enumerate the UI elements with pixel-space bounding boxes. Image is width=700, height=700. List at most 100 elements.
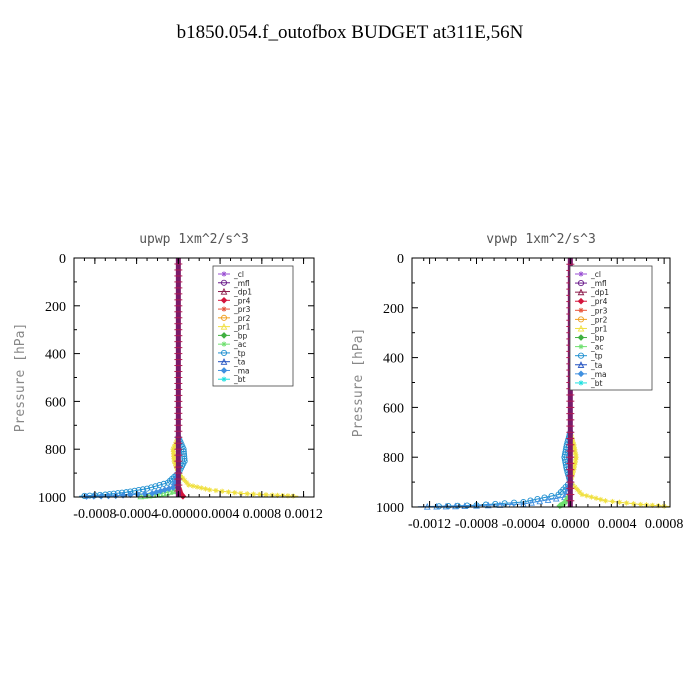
legend-marker [220,287,228,295]
series-marker [148,484,155,491]
legend-marker [220,332,228,339]
series-marker [473,501,480,509]
series-marker [609,498,616,505]
series-marker [573,452,579,458]
series-line-ma [79,258,179,498]
series-marker [202,486,209,492]
legend-label: _dp1 [233,288,252,297]
series-marker [186,482,192,488]
series-marker [572,484,578,490]
x-tick-label: -0.0008 [73,507,116,522]
legend-label: _ac [590,343,603,352]
series-marker [219,488,225,494]
legend-label: _mfl [590,279,607,288]
legend-label: _mfl [233,279,250,288]
series-marker [232,490,238,496]
series-marker [573,454,579,460]
series-marker [250,491,257,497]
x-tick-label: 0.0008 [645,517,684,532]
legend-marker [577,361,585,368]
series-marker [452,502,459,510]
series-marker [574,486,580,493]
legend-marker [221,306,227,312]
series-marker [160,480,167,487]
x-tick-label: -0.0008 [455,517,498,532]
legend-label: _dp1 [590,288,609,297]
series-marker [572,447,578,453]
series-marker [141,490,149,498]
series-line-tp [429,258,571,507]
x-tick-label: 0.0004 [598,517,637,532]
series-marker [139,486,146,493]
series-marker [184,480,190,486]
legend-label: _bp [590,334,605,343]
series-marker [257,491,263,498]
series-marker [152,483,159,490]
legend-label: _ma [233,366,250,375]
y-tick-label: 600 [45,395,66,410]
series-marker [536,497,544,505]
series-marker [171,444,177,450]
y-tick-label: 400 [383,352,404,367]
series-marker [160,489,168,497]
legend-label: _bt [233,375,246,384]
legend-marker [578,344,584,350]
series-marker [624,500,630,506]
series-marker [207,487,213,493]
series-marker [616,499,623,505]
series-marker [573,457,579,463]
legend-label: _ma [590,370,607,379]
legend-label: _bp [233,331,248,340]
series-marker [570,439,576,445]
subplot-title: upwp 1xm^2/s^3 [139,232,249,247]
series-marker [649,502,656,508]
y-tick-label: 0 [59,252,66,267]
series-marker [166,488,174,495]
series-marker [572,462,578,468]
series-marker [156,481,163,489]
x-tick-label: 0.0008 [243,507,282,522]
y-tick-label: 400 [45,348,66,363]
chart-panel-2: vpwp 1xm^2/s^3 Pressure [hPa] 0 200 400 600 80… [351,232,683,532]
legend-marker [577,352,585,359]
legend: _cl_mfl_dp1_pr4_pr3_pr2_pr1_bp_ac_tp_ta_… [569,265,653,391]
y-tick-label: 200 [45,300,66,315]
series-marker [143,485,151,492]
legend-label: _pr1 [590,324,608,333]
series-marker [602,498,609,504]
y-tick-label: 1000 [376,501,404,516]
legend-label: _tp [233,349,246,358]
x-tick-label: 0.0000 [551,517,590,532]
series-marker [579,491,585,498]
legend-marker [577,324,585,332]
x-tick-label: -0.0000 [157,507,200,522]
legend-label: _pr4 [590,297,608,306]
series-marker [570,469,576,475]
legend-label: _pr3 [233,305,251,314]
legend-label: _ac [233,340,246,349]
x-tick-label: -0.0012 [408,517,451,532]
x-tick-label: -0.0004 [115,507,158,522]
legend-marker [578,271,584,277]
series-marker [631,501,637,507]
legend-label: _cl [590,270,601,279]
series-marker [137,492,145,500]
series-marker [179,492,187,500]
series-marker [588,494,595,500]
legend-label: _tp [590,352,603,361]
series-marker [544,496,552,503]
series-marker [148,490,156,497]
series-marker [172,441,178,448]
legend-marker [220,358,228,365]
series-marker [274,492,281,498]
series-marker [179,475,186,481]
legend-marker [220,279,228,286]
legend-marker [578,307,584,313]
page-title: b1850.054.f_outofbox BUDGET at311E,56N [176,22,524,43]
series-marker [285,493,291,499]
legend-marker [578,380,584,386]
series-marker [244,491,250,497]
series-marker [501,500,508,507]
x-tick-label: 0.0012 [284,507,323,522]
series-marker [577,489,583,495]
